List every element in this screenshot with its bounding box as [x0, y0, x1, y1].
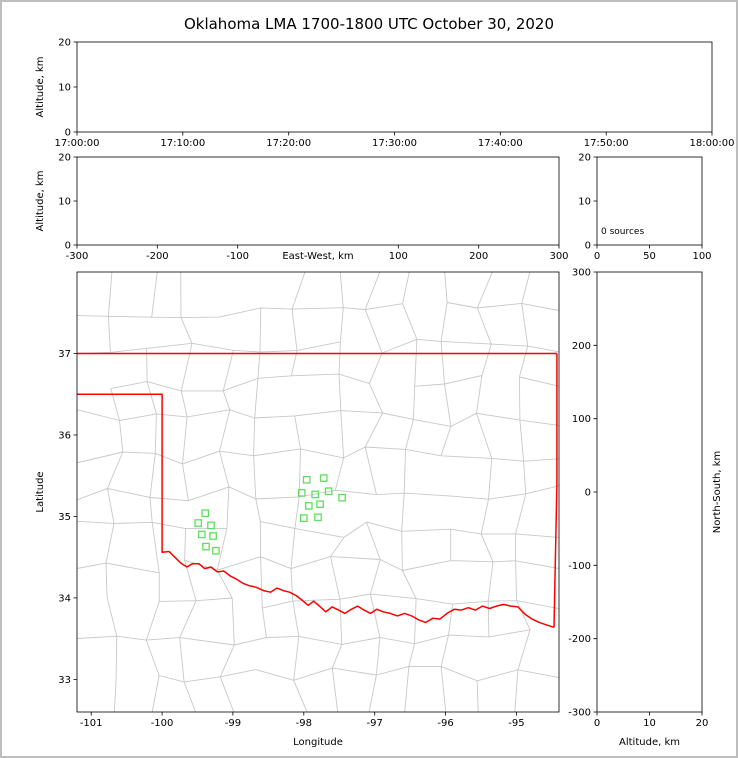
panel-plan_view_map: -101 -100 -99 -98 -97 -96 -95 33 34 35 36 37 Longitu… [35, 271, 560, 748]
y-tick-label: 35 [58, 512, 71, 523]
x-axis-label: Altitude, km [619, 737, 680, 748]
x-tick-label: -200 [146, 251, 169, 262]
station-marker [316, 500, 324, 509]
station-marker [314, 513, 322, 522]
tick-marks [73, 41, 713, 136]
y-axis-label: Altitude, km [35, 57, 46, 118]
y-tick-label: 0 [65, 241, 71, 252]
axes-frame [76, 156, 560, 246]
tick-marks [73, 156, 560, 249]
y-tick-label: 0 [65, 128, 71, 139]
x-tick-label: 17:30:00 [372, 138, 417, 149]
x-tick-label: -99 [225, 718, 241, 729]
x-tick-label: 100 [692, 251, 711, 262]
station-marker [319, 474, 328, 482]
x-tick-label: 300 [549, 251, 568, 262]
state-border-oklahoma [77, 352, 558, 629]
station-marker [311, 490, 320, 499]
station-marker [201, 509, 210, 518]
y-tick-label: 0 [585, 488, 591, 499]
y-tick-label: 20 [578, 153, 591, 164]
x-tick-label: 18:00:00 [690, 138, 735, 149]
x-axis-label: East-West, km [282, 251, 353, 262]
y-tick-label: 10 [58, 83, 71, 94]
x-tick-label: 100 [389, 251, 408, 262]
station-marker [194, 519, 203, 527]
y-tick-label: 20 [58, 153, 71, 164]
x-tick-label: 20 [696, 718, 709, 729]
station-marker [209, 532, 217, 540]
station-marker [202, 542, 210, 551]
y-tick-label: 37 [58, 349, 71, 360]
x-tick-label: 0 [594, 718, 600, 729]
axes-frame [596, 271, 703, 713]
y-tick-label: -200 [568, 634, 591, 645]
axes-frame [76, 41, 713, 133]
x-tick-label: 17:00:00 [55, 138, 100, 149]
x-tick-label: -95 [508, 718, 524, 729]
y-tick-label: -100 [568, 561, 591, 572]
y-tick-label: 33 [58, 675, 71, 686]
station-marker [212, 546, 220, 555]
annotation-text: 0 sources [601, 227, 644, 237]
y-tick-label: 20 [58, 38, 71, 49]
station-marker [324, 487, 333, 496]
y-tick-label: 34 [58, 593, 71, 604]
y-tick-label: 100 [572, 414, 591, 425]
x-tick-label: 17:40:00 [478, 138, 523, 149]
x-tick-label: -98 [296, 718, 312, 729]
x-tick-label: 0 [594, 251, 600, 262]
station-marker [297, 488, 306, 497]
y-axis-label: North-South, km [712, 451, 723, 534]
x-tick-label: -97 [367, 718, 383, 729]
figure-title: Oklahoma LMA 1700-1800 UTC October 30, 2… [183, 15, 555, 33]
x-tick-label: -300 [66, 251, 89, 262]
panel-alt_histogram: 0 sources 0 50 100 0 10 20 [578, 153, 711, 263]
y-tick-label: -300 [568, 708, 591, 719]
y-tick-label: 0 [585, 241, 591, 252]
x-tick-label: -101 [80, 718, 103, 729]
tick-marks [593, 156, 703, 249]
tick-marks [73, 353, 517, 716]
x-tick-label: 17:10:00 [160, 138, 205, 149]
axes-frame [76, 271, 560, 713]
panel-ns_height: 0 10 20 300 200 100 0 -100 -200 -300 Altitude, km N… [568, 268, 723, 749]
x-tick-label: -100 [226, 251, 249, 262]
y-axis-label: Latitude [35, 471, 46, 512]
y-tick-label: 300 [572, 268, 591, 279]
y-tick-label: 200 [572, 341, 591, 352]
panel-time_height: 17:00:00 17:10:00 17:20:00 17:30:00 17:40:00… [35, 38, 734, 150]
x-tick-label: 17:50:00 [584, 138, 629, 149]
x-tick-label: -96 [437, 718, 453, 729]
x-tick-label: 50 [643, 251, 656, 262]
station-marker [207, 521, 215, 530]
tick-marks [593, 271, 703, 716]
y-tick-label: 36 [58, 430, 71, 441]
station-marker [302, 475, 311, 484]
x-tick-label: -100 [151, 718, 174, 729]
county-lines [77, 272, 559, 712]
x-tick-label: 200 [469, 251, 488, 262]
station-marker [299, 514, 308, 522]
x-axis-label: Longitude [293, 737, 343, 748]
station-marker [338, 493, 346, 502]
map-content [77, 272, 559, 712]
y-axis-label: Altitude, km [35, 171, 46, 232]
x-tick-label: 10 [643, 718, 656, 729]
panel-ew_height: -300 -200 -100 100 200 300 0 10 20 East-West, km A… [35, 153, 569, 263]
station-marker [197, 530, 206, 539]
y-tick-label: 10 [578, 197, 591, 208]
station-marker [304, 502, 313, 510]
x-tick-label: 17:20:00 [266, 138, 311, 149]
y-tick-label: 10 [58, 197, 71, 208]
lma-stations [194, 474, 346, 555]
